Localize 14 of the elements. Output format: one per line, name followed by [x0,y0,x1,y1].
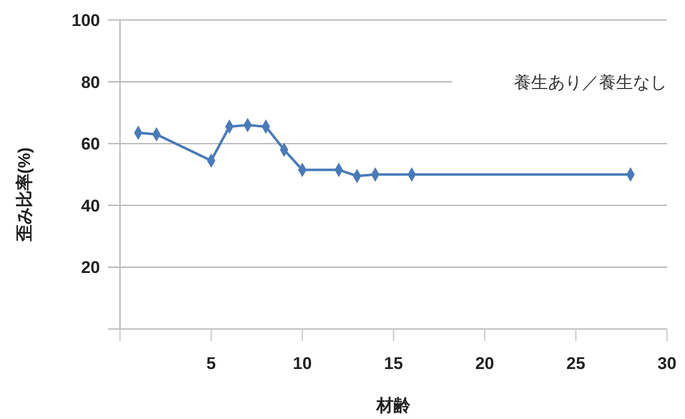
x-tick-label: 15 [384,354,403,373]
y-tick-label: 40 [81,196,100,216]
x-axis-title: 材齢 [376,396,412,415]
x-tick-label: 30 [658,354,676,373]
x-tick-label: 20 [475,354,494,373]
x-tick-label: 10 [292,354,312,373]
y-tick-label: 100 [72,10,100,30]
annotation: 養生あり／養生なし [514,72,667,92]
y-tick-label: 20 [81,258,100,278]
y-tick-label: 80 [81,72,100,92]
y-axis-title: 歪み比率(%) [15,147,34,243]
x-tick-label: 5 [206,354,216,373]
x-tick-label: 25 [566,354,586,373]
y-tick-label: 60 [81,134,100,154]
